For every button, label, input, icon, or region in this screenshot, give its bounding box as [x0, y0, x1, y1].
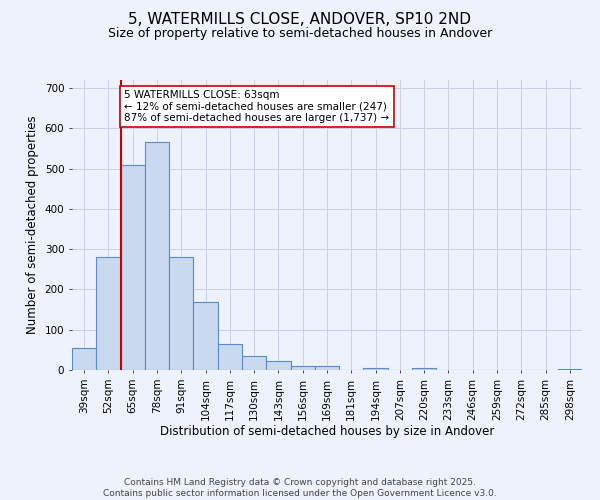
- Bar: [121, 164, 145, 370]
- Text: Contains HM Land Registry data © Crown copyright and database right 2025.
Contai: Contains HM Land Registry data © Crown c…: [103, 478, 497, 498]
- Text: 5 WATERMILLS CLOSE: 63sqm
← 12% of semi-detached houses are smaller (247)
87% of: 5 WATERMILLS CLOSE: 63sqm ← 12% of semi-…: [124, 90, 389, 124]
- Bar: [218, 344, 242, 370]
- X-axis label: Distribution of semi-detached houses by size in Andover: Distribution of semi-detached houses by …: [160, 426, 494, 438]
- Bar: [315, 366, 339, 370]
- Text: Size of property relative to semi-detached houses in Andover: Size of property relative to semi-detach…: [108, 28, 492, 40]
- Bar: [364, 368, 388, 370]
- Bar: [169, 257, 193, 370]
- Bar: [266, 360, 290, 370]
- Bar: [72, 348, 96, 370]
- Bar: [558, 369, 582, 370]
- Text: 5, WATERMILLS CLOSE, ANDOVER, SP10 2ND: 5, WATERMILLS CLOSE, ANDOVER, SP10 2ND: [128, 12, 472, 28]
- Bar: [96, 257, 121, 370]
- Bar: [193, 302, 218, 370]
- Bar: [290, 366, 315, 370]
- Bar: [412, 368, 436, 370]
- Y-axis label: Number of semi-detached properties: Number of semi-detached properties: [26, 116, 39, 334]
- Bar: [145, 142, 169, 370]
- Bar: [242, 356, 266, 370]
